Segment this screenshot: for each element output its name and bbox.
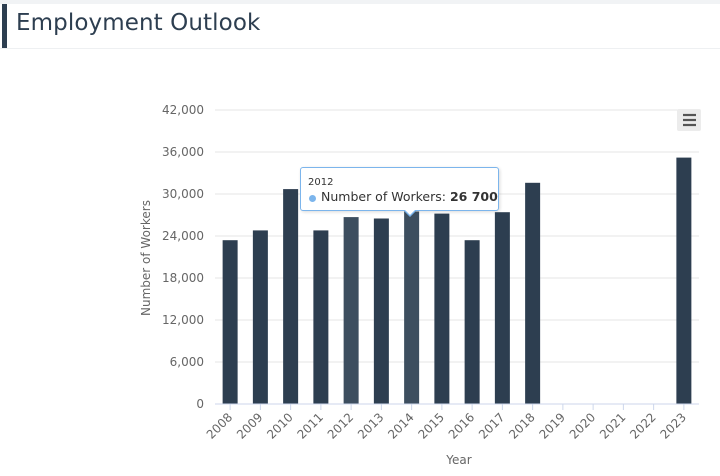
y-tick-label: 0 (196, 397, 204, 411)
x-tick-label: 2020 (567, 410, 598, 441)
x-axis-label: Year (445, 453, 471, 467)
x-tick-label: 2009 (234, 410, 265, 441)
x-tick-label: 2011 (294, 410, 325, 441)
y-tick-label: 30,000 (162, 187, 204, 201)
bar-2009[interactable] (252, 230, 268, 404)
x-tick-label: 2008 (204, 410, 235, 441)
x-tick-label: 2012 (325, 410, 356, 441)
top-strip (0, 0, 720, 4)
tooltip: 2012 Number of Workers: 26 700 (300, 167, 499, 211)
bar-2016[interactable] (464, 240, 480, 404)
x-tick-label: 2017 (476, 410, 507, 441)
bar-2015[interactable] (434, 213, 450, 404)
page-header (0, 4, 720, 49)
x-tick-label: 2013 (355, 410, 386, 441)
y-tick-label: 42,000 (162, 103, 204, 117)
bar-2018[interactable] (525, 182, 541, 404)
x-tick-label: 2021 (597, 410, 628, 441)
bar-2012[interactable] (343, 217, 359, 404)
y-axis-label: Number of Workers (139, 200, 153, 316)
bar-2013[interactable] (373, 218, 389, 405)
x-tick-label: 2010 (264, 410, 295, 441)
y-tick-label: 18,000 (162, 271, 204, 285)
x-tick-label: 2014 (385, 410, 416, 441)
y-tick-labels: 0 6,000 12,000 18,000 24,000 30,000 36,000 42,0… (162, 103, 204, 411)
bar-2010[interactable] (283, 189, 299, 404)
tooltip-line: Number of Workers: 26 700 (321, 189, 498, 204)
x-tick-label: 2019 (536, 410, 567, 441)
y-tick-label: 12,000 (162, 313, 204, 327)
bar-2014[interactable] (404, 211, 420, 405)
x-tick-label: 2023 (657, 410, 688, 441)
y-tick-label: 24,000 (162, 229, 204, 243)
tooltip-arrow-inner (404, 209, 416, 215)
x-tick-label: 2016 (446, 410, 477, 441)
page-title: Employment Outlook (16, 10, 261, 36)
y-tick-label: 36,000 (162, 145, 204, 159)
tooltip-series-dot (309, 195, 316, 202)
hamburger-icon (683, 113, 696, 127)
bars-group (222, 157, 692, 405)
y-tick-label: 6,000 (170, 355, 204, 369)
header-accent-bar (2, 4, 7, 48)
tooltip-header: 2012 (308, 177, 334, 188)
x-tick-labels: 2008200920102011201220132014201520162017… (204, 404, 689, 442)
x-tick-label: 2015 (415, 410, 446, 441)
x-tick-label: 2018 (506, 410, 537, 441)
tooltip-series-label: Number of Workers: (321, 189, 450, 204)
chart-menu-button[interactable] (677, 109, 701, 131)
bar-2017[interactable] (494, 212, 510, 404)
bar-2023[interactable] (676, 157, 692, 404)
x-tick-label: 2022 (627, 410, 658, 441)
bar-2008[interactable] (222, 240, 238, 404)
tooltip-value: 26 700 (449, 189, 498, 204)
bar-2011[interactable] (313, 230, 329, 404)
